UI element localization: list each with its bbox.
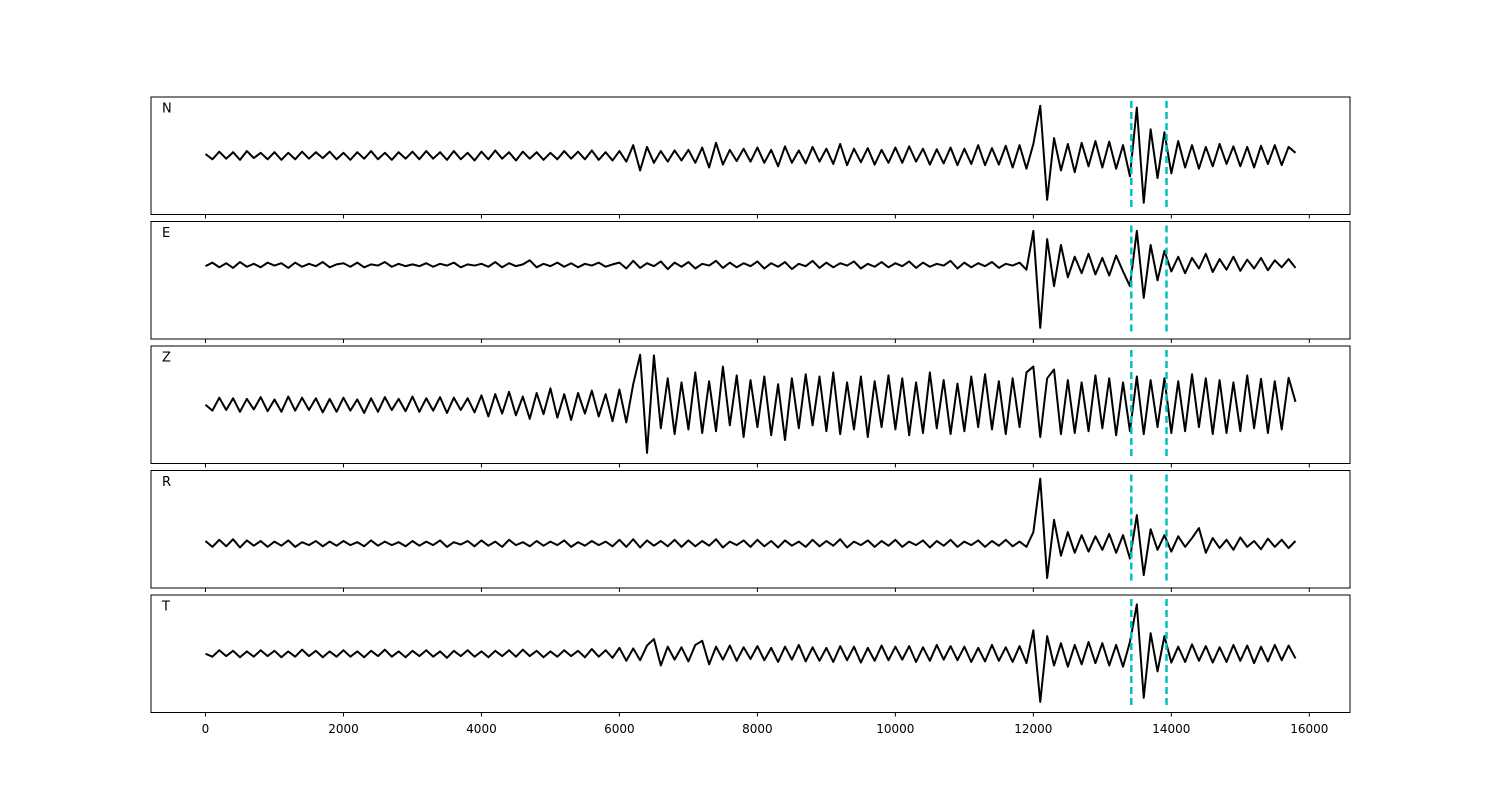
x-tick-label: 0 xyxy=(202,722,210,736)
x-tick-label: 6000 xyxy=(604,722,635,736)
panel-frame xyxy=(150,594,1351,713)
x-tick-label: 16000 xyxy=(1290,722,1328,736)
x-tick-label: 4000 xyxy=(466,722,497,736)
panel-frame xyxy=(150,345,1351,464)
x-tick-label: 10000 xyxy=(876,722,914,736)
x-tick-label: 14000 xyxy=(1152,722,1190,736)
trace xyxy=(204,477,1297,580)
trace xyxy=(204,104,1297,204)
trace xyxy=(205,229,1297,329)
x-tick-label: 8000 xyxy=(742,722,773,736)
panel-frame xyxy=(150,470,1351,589)
trace xyxy=(204,353,1297,454)
panel-label: T xyxy=(161,600,170,615)
x-tick-label: 2000 xyxy=(328,722,359,736)
panel-label: Z xyxy=(162,351,171,366)
panel-label: N xyxy=(162,102,172,117)
panel-frame xyxy=(150,221,1351,340)
x-tick-label: 12000 xyxy=(1014,722,1052,736)
panel-frame xyxy=(150,96,1351,215)
panel-label: E xyxy=(162,226,170,241)
panel-label: R xyxy=(162,475,171,490)
trace xyxy=(205,603,1297,703)
